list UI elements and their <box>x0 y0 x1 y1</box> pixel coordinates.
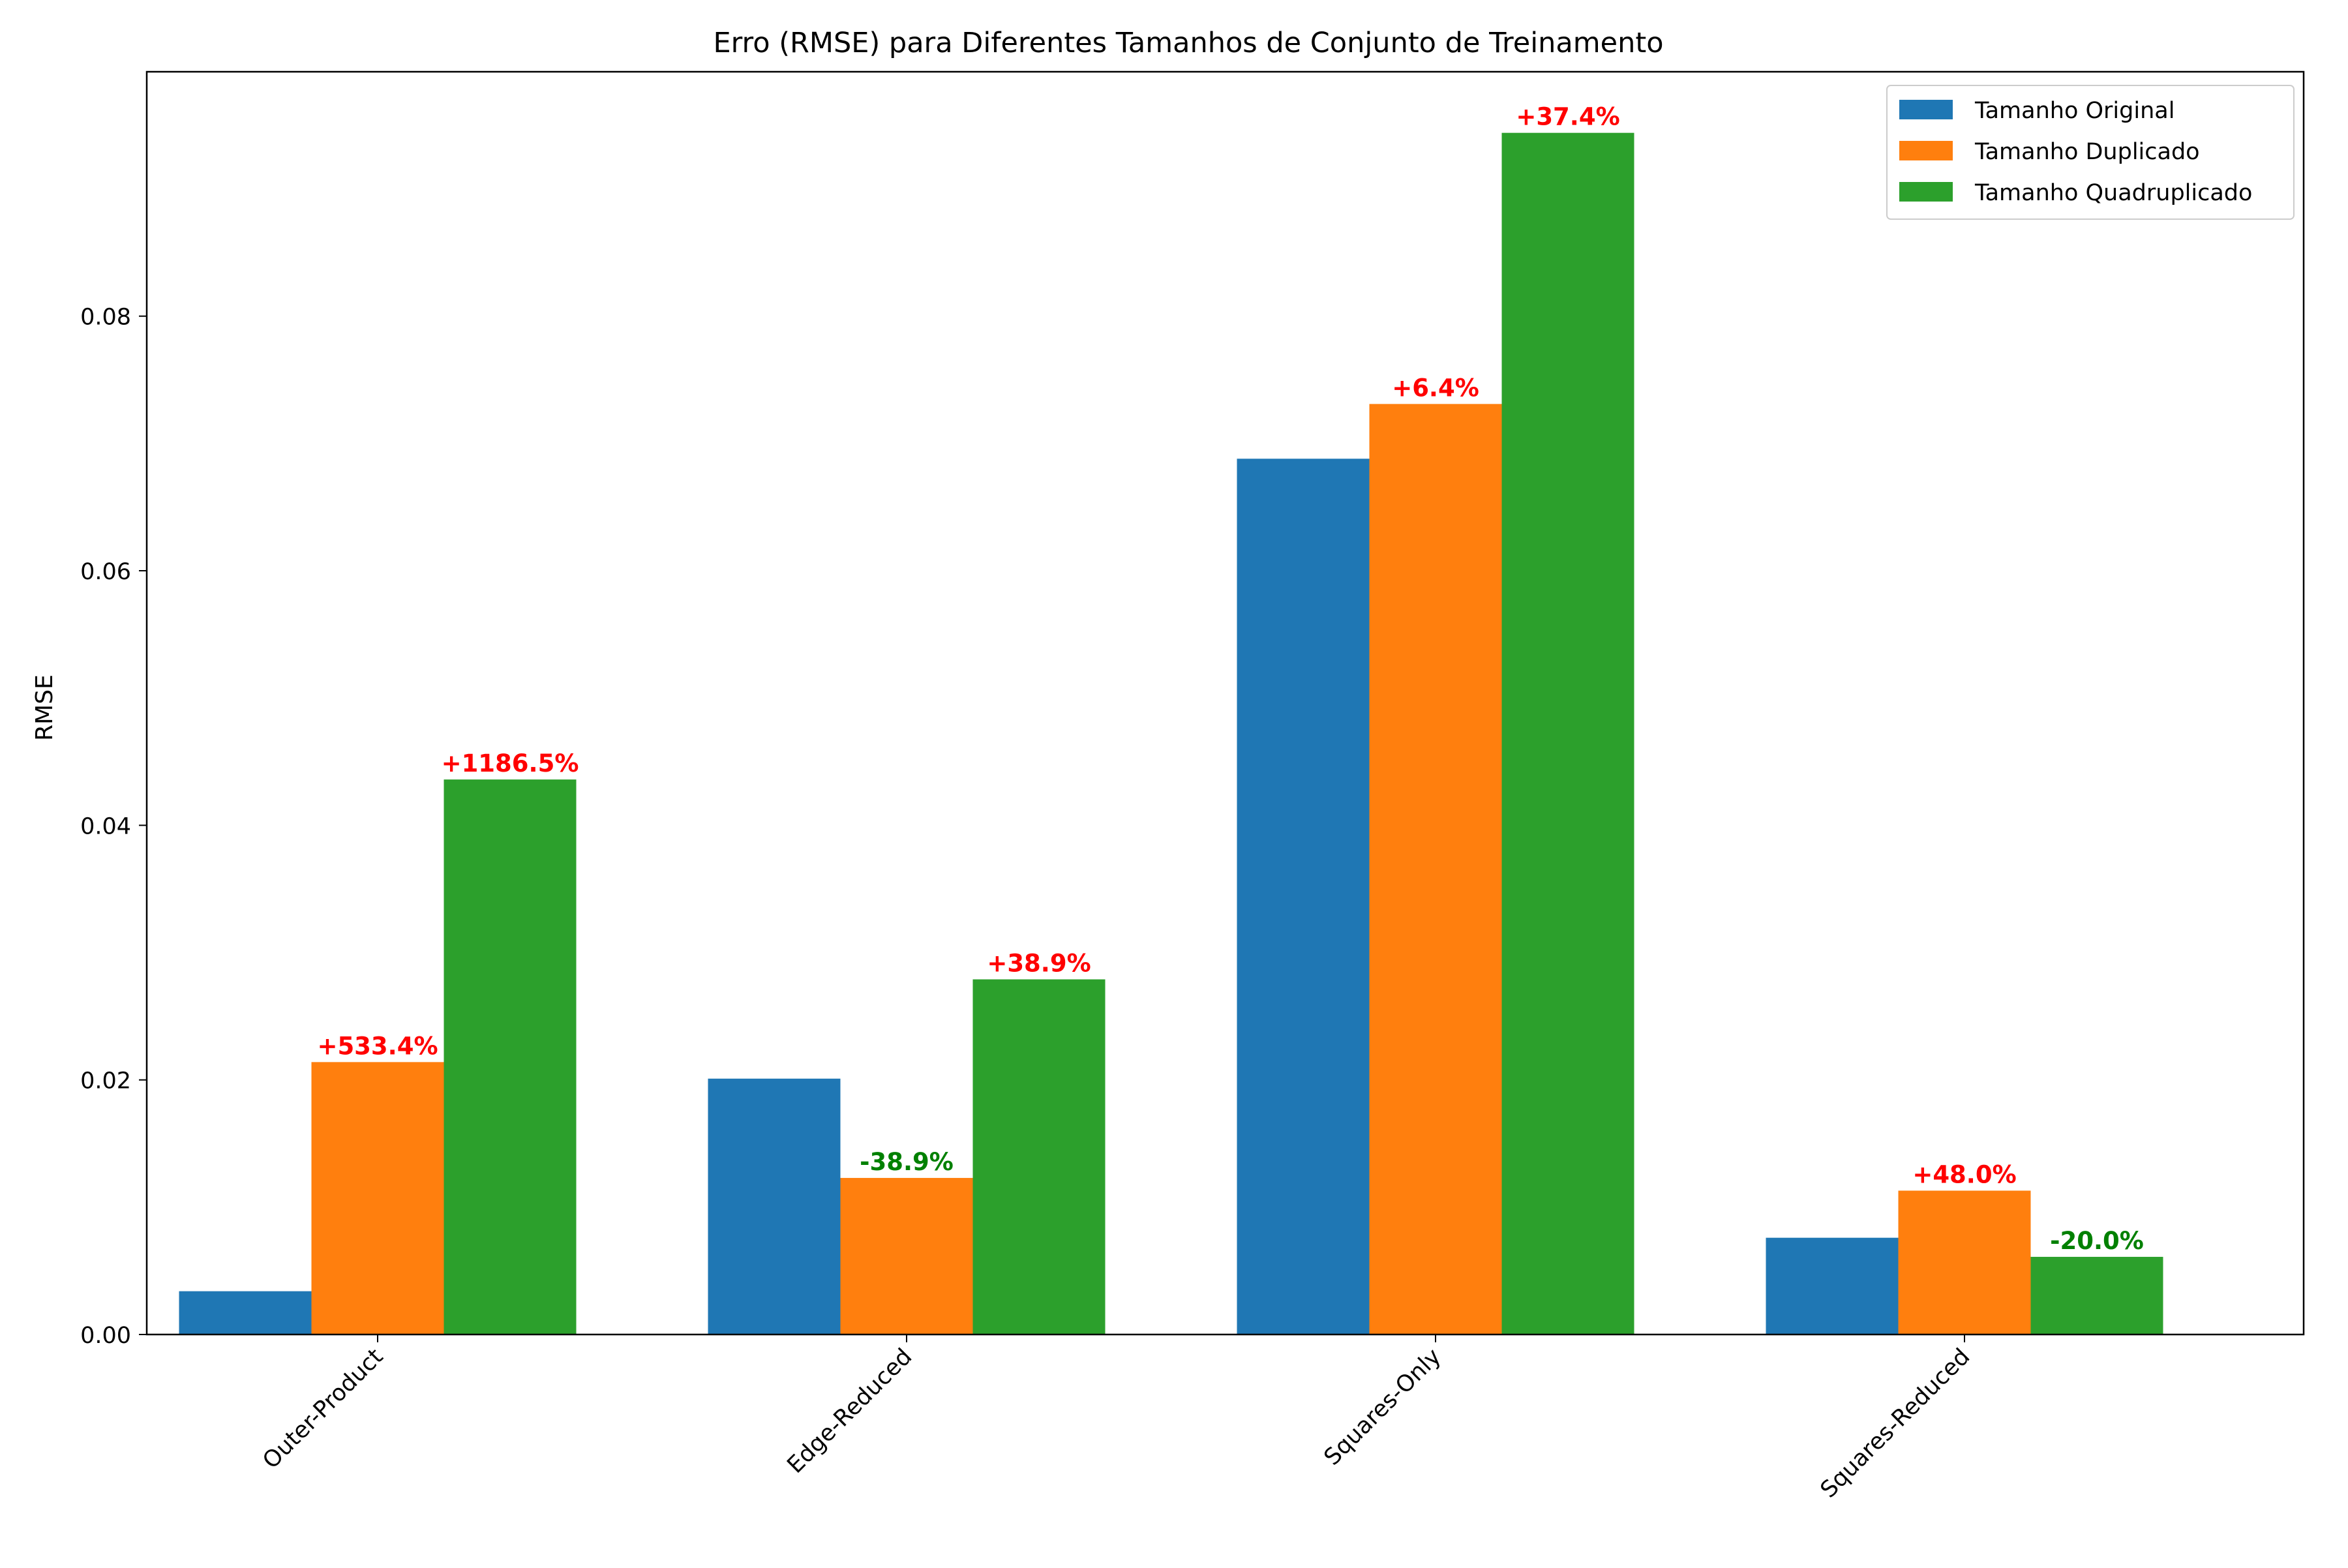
bar-outer-product-series-0 <box>179 1291 312 1334</box>
legend-swatch <box>1899 100 1953 119</box>
y-axis-label: RMSE <box>31 674 58 741</box>
legend: Tamanho Original Tamanho Duplicado Tamanho… <box>1886 85 2295 220</box>
bar-outer-product-series-1 <box>311 1062 444 1334</box>
bar-edge-reduced-series-1 <box>840 1177 973 1334</box>
bar-annotation: +38.9% <box>987 950 1091 978</box>
bar-squares-only-series-2 <box>1501 132 1634 1335</box>
bar-annotation: +6.4% <box>1392 374 1479 402</box>
bars-layer <box>179 132 2163 1335</box>
legend-label: Tamanho Duplicado <box>1974 139 2200 165</box>
bar-outer-product-series-2 <box>444 779 577 1334</box>
bar-squares-reduced-series-2 <box>2030 1256 2163 1334</box>
y-tick-label: 0.02 <box>80 1068 131 1094</box>
bar-annotation: +533.4% <box>317 1032 438 1060</box>
legend-box <box>1886 85 2295 220</box>
plot-frame <box>145 70 2305 1336</box>
y-tick-label: 0.06 <box>80 559 131 585</box>
bar-squares-only-series-0 <box>1237 459 1370 1335</box>
y-tick-label: 0.00 <box>80 1323 131 1349</box>
bar-annotation: +48.0% <box>1912 1160 2016 1188</box>
bar-squares-reduced-series-0 <box>1766 1237 1899 1334</box>
legend-label: Tamanho Quadruplicado <box>1974 180 2252 206</box>
bar-annotation: +37.4% <box>1516 103 1619 131</box>
y-tick-label: 0.08 <box>80 305 131 331</box>
legend-label: Tamanho Original <box>1974 98 2175 124</box>
bar-annotation: -20.0% <box>2050 1227 2144 1255</box>
bar-annotation: +1186.5% <box>442 749 579 777</box>
legend-swatch <box>1899 141 1953 160</box>
bar-squares-reduced-series-1 <box>1898 1190 2031 1334</box>
bar-annotation: -38.9% <box>860 1148 954 1176</box>
y-tick-label: 0.04 <box>80 813 131 839</box>
bar-edge-reduced-series-0 <box>708 1078 841 1334</box>
legend-swatch <box>1899 182 1953 202</box>
bar-squares-only-series-1 <box>1369 404 1502 1334</box>
chart-title: Erro (RMSE) para Diferentes Tamanhos de … <box>713 27 1663 59</box>
bar-annotations: +533.4% +1186.5% -38.9% +38.9% +6.4% +37.4% +4… <box>317 103 2143 1255</box>
bar-edge-reduced-series-2 <box>972 979 1106 1334</box>
